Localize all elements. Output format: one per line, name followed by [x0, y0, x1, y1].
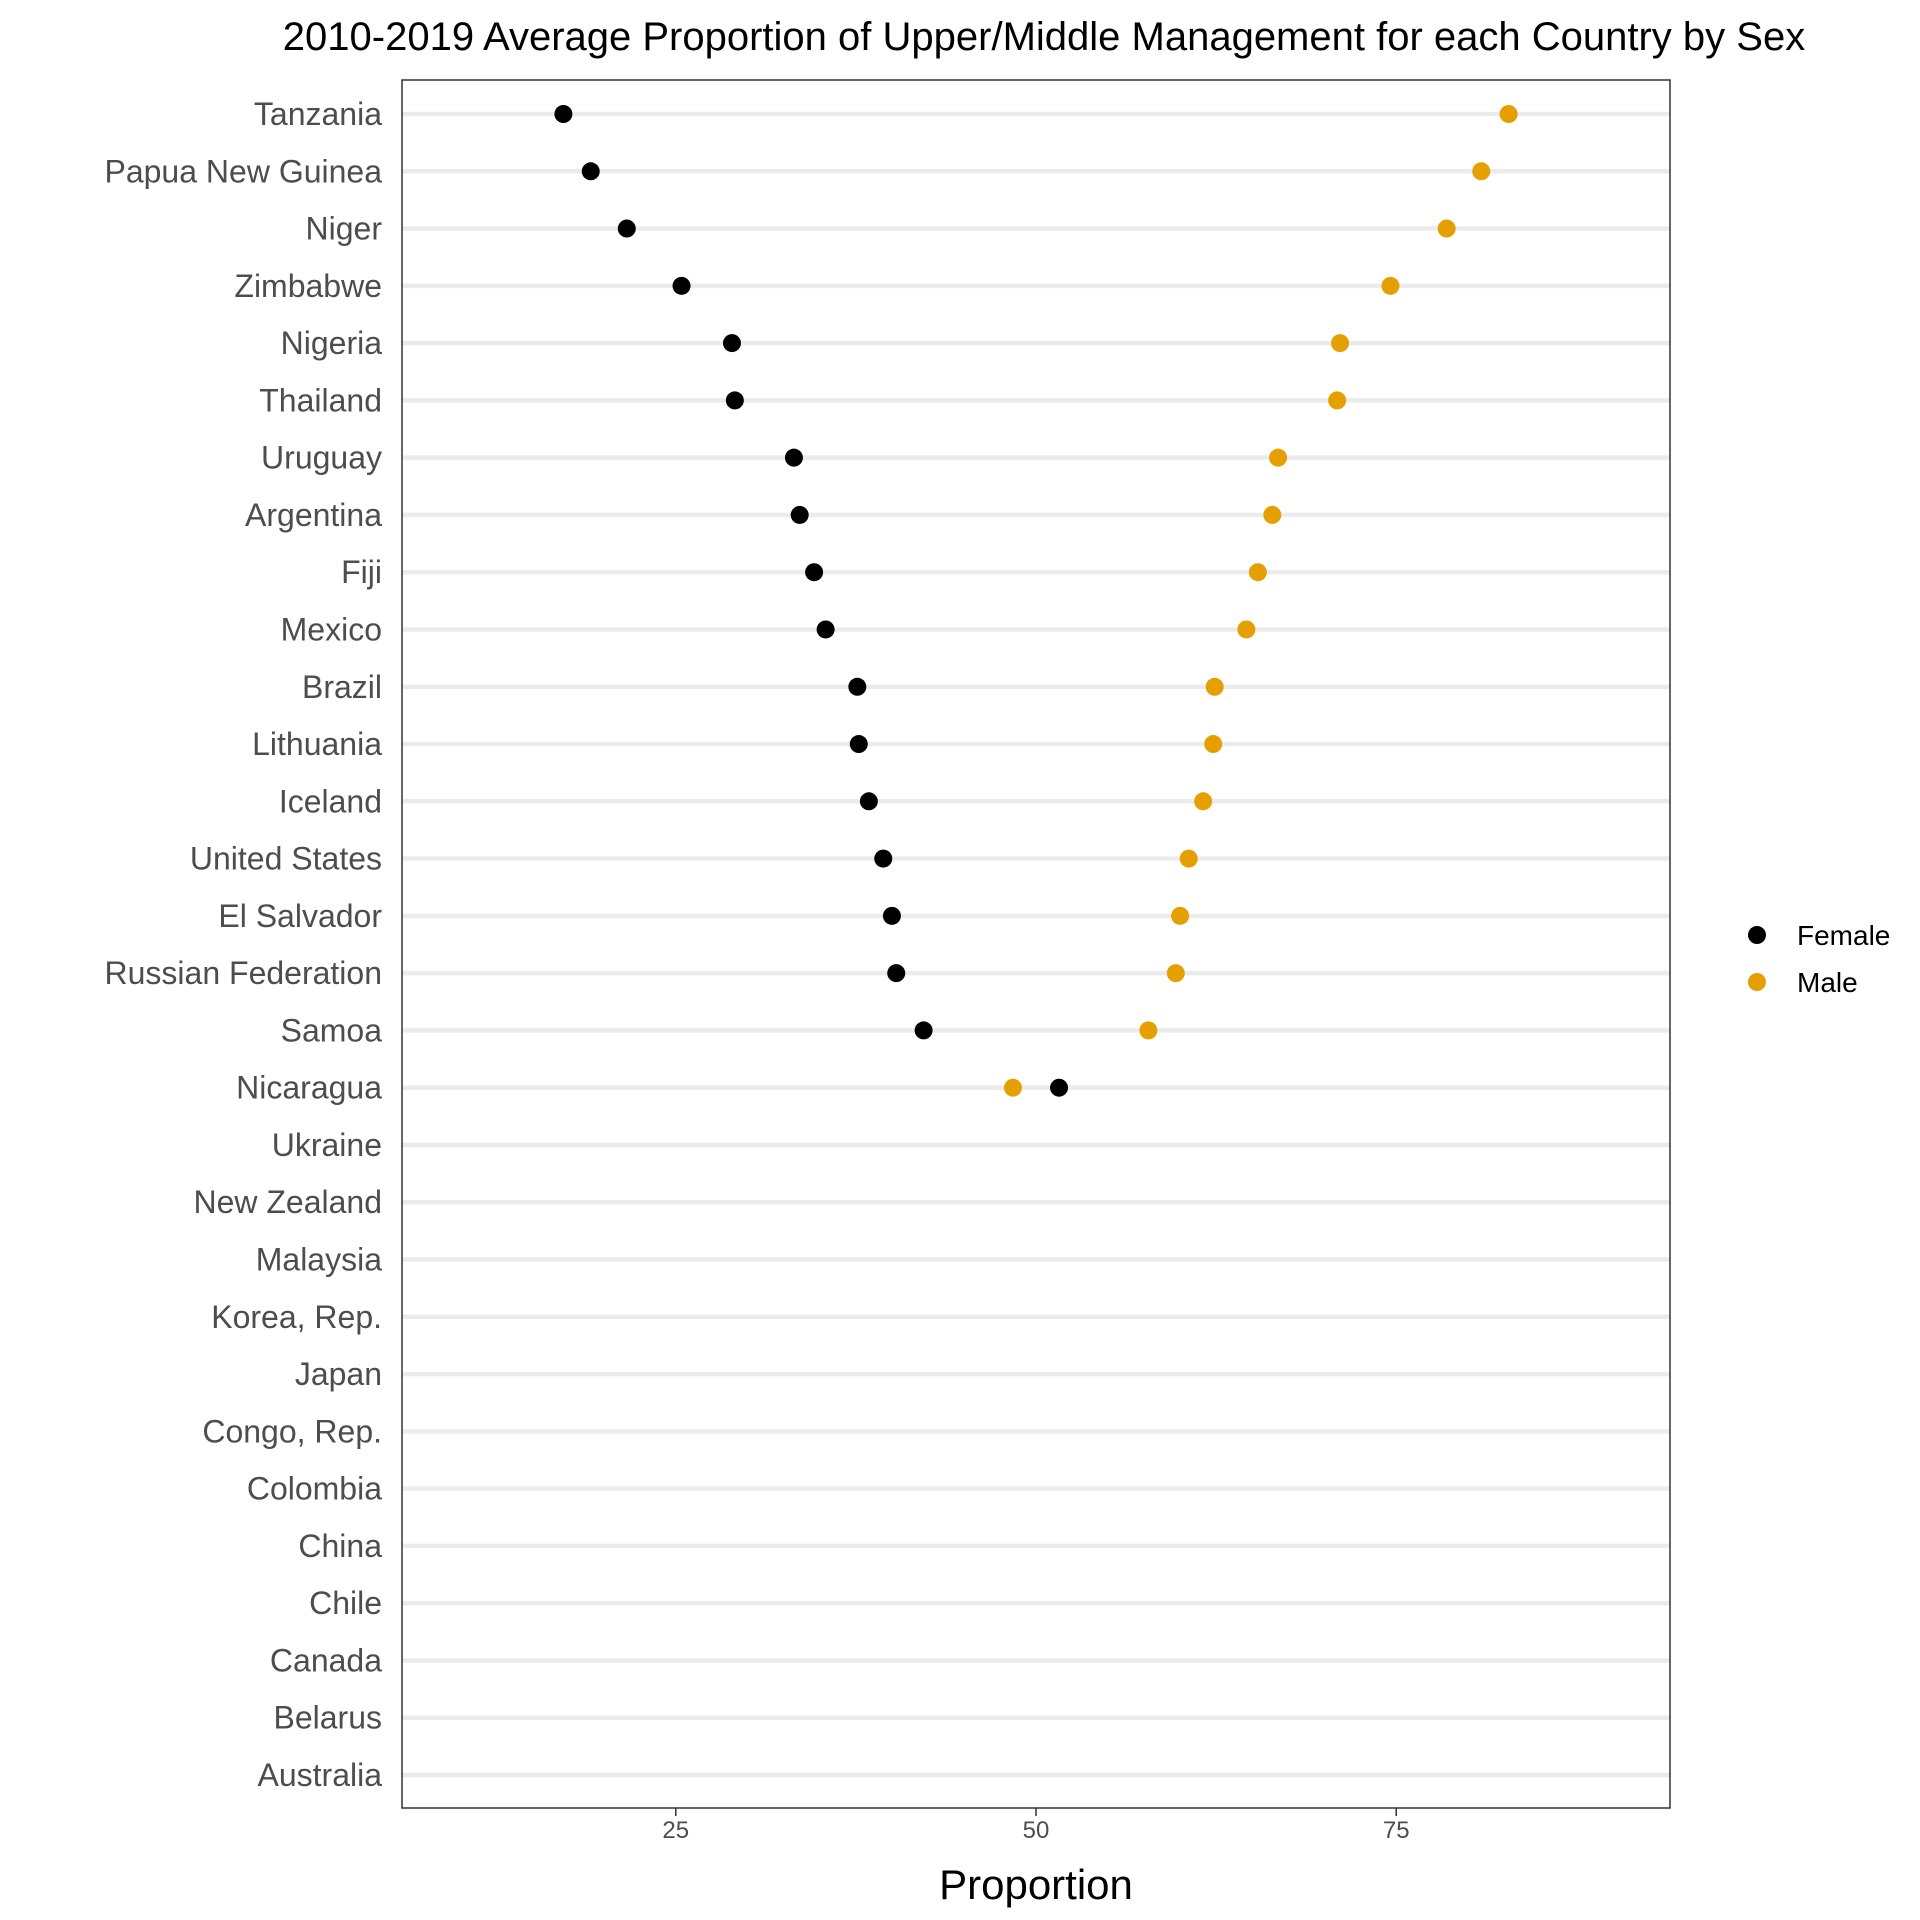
country-label: Zimbabwe	[234, 268, 382, 304]
female-point	[784, 448, 803, 467]
male-point	[1179, 849, 1198, 868]
country-label: Nicaragua	[236, 1070, 382, 1106]
legend-label: Female	[1797, 920, 1890, 951]
female-point	[725, 391, 744, 410]
male-point	[1248, 563, 1267, 582]
male-point	[1472, 162, 1491, 181]
male-point	[1437, 219, 1456, 238]
country-label: Uruguay	[261, 440, 382, 476]
female-point	[617, 219, 636, 238]
male-point	[1194, 792, 1213, 811]
country-label: Papua New Guinea	[104, 153, 382, 189]
country-label: Lithuania	[252, 726, 382, 762]
country-label: Niger	[306, 211, 383, 247]
country-label: Korea, Rep.	[211, 1299, 382, 1335]
x-axis-title: Proportion	[939, 1861, 1133, 1908]
x-axis: 25 50 75	[662, 1808, 1410, 1844]
female-point	[554, 105, 573, 123]
country-label: Nigeria	[281, 325, 383, 361]
female-point	[1050, 1078, 1069, 1097]
country-label: United States	[190, 841, 382, 877]
male-point	[1204, 735, 1223, 754]
country-label: Belarus	[274, 1700, 383, 1736]
male-point	[1166, 964, 1185, 983]
female-point	[790, 505, 809, 524]
country-label: Canada	[270, 1642, 382, 1678]
male-point	[1263, 505, 1282, 524]
country-label: New Zealand	[193, 1184, 382, 1220]
data-points	[554, 105, 1518, 1097]
x-tick-label: 75	[1383, 1817, 1410, 1844]
country-label: Tanzania	[254, 96, 382, 132]
female-point	[848, 677, 867, 696]
male-point	[1381, 276, 1400, 295]
female-point	[581, 162, 600, 181]
chart-title: 2010-2019 Average Proportion of Upper/Mi…	[283, 15, 1805, 59]
country-labels: Tanzania Papua New Guinea Niger Zimbabwe Nig…	[104, 96, 382, 1793]
female-point	[672, 276, 691, 295]
country-label: China	[298, 1528, 382, 1564]
male-point	[1269, 448, 1288, 467]
country-label: Mexico	[281, 611, 382, 647]
country-label: Congo, Rep.	[202, 1413, 382, 1449]
male-point	[1331, 334, 1350, 353]
legend-label: Male	[1797, 967, 1858, 998]
country-label: Iceland	[279, 783, 382, 819]
country-label: Russian Federation	[105, 955, 382, 991]
legend-key	[1748, 926, 1766, 944]
x-tick-label: 25	[662, 1817, 689, 1844]
country-label: Ukraine	[272, 1127, 382, 1163]
country-label: Malaysia	[256, 1242, 382, 1278]
female-point	[874, 849, 893, 868]
male-point	[1171, 906, 1190, 925]
plot-panel-border	[401, 79, 1671, 1809]
country-label: Argentina	[245, 497, 382, 533]
female-point	[805, 563, 824, 582]
female-point	[722, 334, 741, 353]
country-label: Samoa	[281, 1012, 383, 1048]
country-label: Thailand	[259, 382, 382, 418]
female-point	[914, 1021, 933, 1040]
female-point	[816, 620, 835, 639]
country-label: Australia	[258, 1757, 383, 1793]
x-tick-label: 50	[1023, 1817, 1050, 1844]
male-point	[1237, 620, 1256, 639]
female-point	[882, 906, 901, 925]
country-label: Brazil	[302, 669, 382, 705]
male-point	[1328, 391, 1347, 410]
female-point	[859, 792, 878, 811]
country-label: Japan	[295, 1356, 382, 1392]
legend-key	[1748, 973, 1766, 991]
legend: Female Male	[1748, 920, 1890, 998]
male-point	[1205, 677, 1224, 696]
country-label: Chile	[309, 1585, 382, 1621]
country-label: Fiji	[341, 554, 382, 590]
male-point	[1003, 1078, 1022, 1097]
gridlines	[402, 111, 1670, 1778]
male-point	[1499, 105, 1518, 123]
country-label: Colombia	[247, 1471, 382, 1507]
female-point	[849, 735, 868, 754]
female-point	[887, 964, 906, 983]
male-point	[1139, 1021, 1158, 1040]
country-label: El Salvador	[218, 898, 382, 934]
